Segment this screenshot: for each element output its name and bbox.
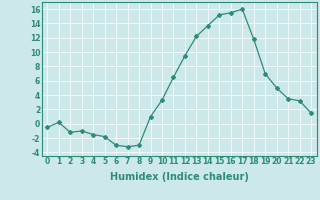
X-axis label: Humidex (Indice chaleur): Humidex (Indice chaleur) [110,172,249,182]
